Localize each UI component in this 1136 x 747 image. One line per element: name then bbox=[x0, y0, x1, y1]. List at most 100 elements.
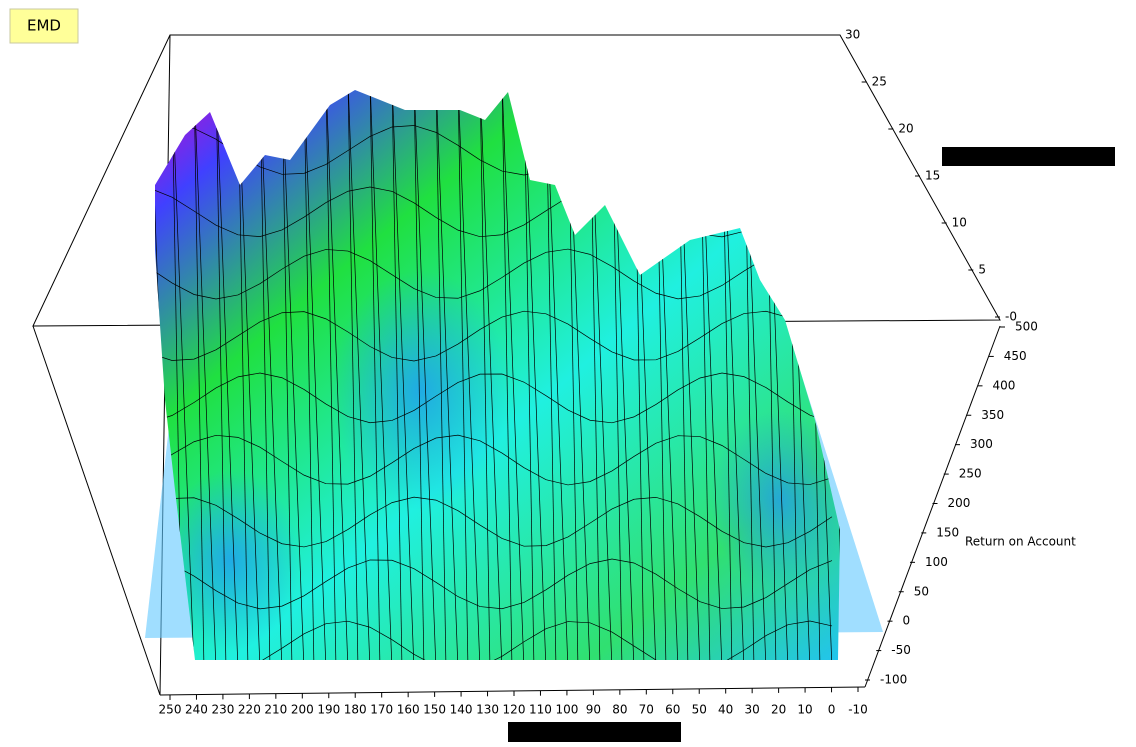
z-tick-label: -100 bbox=[880, 673, 907, 687]
surface bbox=[155, 90, 840, 660]
x-tick-label: 110 bbox=[529, 703, 552, 717]
mesh-line bbox=[303, 90, 327, 660]
y-tick-label: 10 bbox=[952, 216, 967, 230]
box-edge bbox=[864, 325, 1001, 688]
mesh-line bbox=[347, 90, 371, 660]
mesh-line bbox=[347, 90, 359, 660]
x-tick-label: -10 bbox=[848, 703, 868, 717]
mesh-line bbox=[523, 90, 535, 660]
x-tick-label: 120 bbox=[503, 703, 526, 717]
y-tick-label: 30 bbox=[845, 28, 860, 42]
x-tick-label: 0 bbox=[828, 703, 836, 717]
mesh-line bbox=[435, 90, 459, 660]
z-tick-label: 450 bbox=[1004, 349, 1027, 363]
x-tick-label: 250 bbox=[159, 703, 182, 717]
box-top bbox=[32, 34, 1001, 327]
mesh-line bbox=[325, 90, 349, 660]
surface-mesh bbox=[155, 90, 840, 660]
z-tick-label: 150 bbox=[936, 525, 959, 539]
mesh-line bbox=[155, 248, 833, 300]
mesh-line bbox=[369, 90, 381, 660]
redaction bbox=[508, 722, 681, 742]
x-tick-label: 190 bbox=[317, 703, 340, 717]
z-tick-label: 200 bbox=[948, 496, 971, 510]
surface-shade bbox=[160, 470, 300, 650]
x-tick-label: 150 bbox=[423, 703, 446, 717]
y-tick-label: 15 bbox=[925, 169, 940, 183]
mesh-line bbox=[155, 310, 833, 362]
x-tick-label: 140 bbox=[450, 703, 473, 717]
mesh-line bbox=[523, 90, 547, 660]
mesh-line bbox=[259, 90, 271, 660]
x-tick-label: 70 bbox=[639, 703, 654, 717]
x-tick-label: 40 bbox=[718, 703, 733, 717]
chart-title: EMD bbox=[27, 17, 61, 35]
x-tick-label: 200 bbox=[291, 703, 314, 717]
mesh-line bbox=[155, 434, 833, 486]
mesh-line bbox=[479, 90, 491, 660]
mesh-line bbox=[155, 558, 833, 610]
mesh-line bbox=[215, 90, 227, 660]
z-tick-label: 400 bbox=[993, 378, 1016, 392]
box-edge bbox=[32, 325, 161, 696]
z-tick-label: -50 bbox=[891, 643, 911, 657]
x-tick-label: 100 bbox=[555, 703, 578, 717]
x-tick-label: 210 bbox=[264, 703, 287, 717]
z-tick-label: 250 bbox=[959, 467, 982, 481]
mesh-line bbox=[193, 90, 217, 660]
x-tick-label: 50 bbox=[692, 703, 707, 717]
title-box bbox=[9, 8, 79, 44]
mesh-line bbox=[281, 90, 305, 660]
mesh-line bbox=[435, 90, 447, 660]
redaction bbox=[942, 147, 1115, 166]
mesh-line bbox=[155, 496, 833, 548]
mesh-line bbox=[413, 90, 437, 660]
mesh-line bbox=[215, 90, 239, 660]
z-tick-label: 350 bbox=[981, 408, 1004, 422]
y-tick-label: 5 bbox=[978, 263, 986, 277]
x-tick-label: 20 bbox=[771, 703, 786, 717]
surface-shade bbox=[710, 410, 840, 590]
box-edge bbox=[159, 686, 866, 696]
mesh-line bbox=[391, 90, 403, 660]
mesh-line bbox=[325, 90, 337, 660]
mesh-line bbox=[391, 90, 415, 660]
mesh-line bbox=[193, 90, 205, 660]
x-tick-label: 160 bbox=[397, 703, 420, 717]
z-tick-label: 50 bbox=[914, 584, 929, 598]
x-tick-label: 180 bbox=[344, 703, 367, 717]
x-tick-label: 240 bbox=[185, 703, 208, 717]
surface-shade bbox=[330, 270, 510, 510]
mesh-line bbox=[171, 90, 195, 660]
y-tick-label: -0 bbox=[1005, 310, 1017, 324]
x-tick-label: 130 bbox=[476, 703, 499, 717]
x-tick-label: 230 bbox=[211, 703, 234, 717]
y-tick-label: 20 bbox=[898, 122, 913, 136]
x-tick-label: 170 bbox=[370, 703, 393, 717]
x-tick-label: 220 bbox=[238, 703, 261, 717]
x-tick-label: 30 bbox=[745, 703, 760, 717]
mesh-line bbox=[501, 90, 513, 660]
x-tick-label: 60 bbox=[665, 703, 680, 717]
mesh-line bbox=[155, 372, 833, 424]
z-axis-label: Return on Account bbox=[965, 535, 1076, 549]
mesh-line bbox=[155, 186, 833, 238]
mesh-line bbox=[457, 90, 481, 660]
z-tick-label: 100 bbox=[925, 555, 948, 569]
mesh-line bbox=[501, 90, 525, 660]
y-tick-label: 25 bbox=[872, 75, 887, 89]
mesh-line bbox=[303, 90, 315, 660]
z-tick-label: 500 bbox=[1015, 320, 1038, 334]
x-tick-label: 80 bbox=[612, 703, 627, 717]
z-tick-label: 300 bbox=[970, 437, 993, 451]
z-tick-label: 0 bbox=[903, 614, 911, 628]
x-tick-label: 90 bbox=[586, 703, 601, 717]
mesh-line bbox=[457, 90, 469, 660]
mesh-line bbox=[479, 90, 503, 660]
x-tick-label: 10 bbox=[797, 703, 812, 717]
mesh-line bbox=[413, 90, 425, 660]
mesh-line bbox=[259, 90, 283, 660]
mesh-line bbox=[155, 620, 833, 660]
mesh-line bbox=[369, 90, 393, 660]
